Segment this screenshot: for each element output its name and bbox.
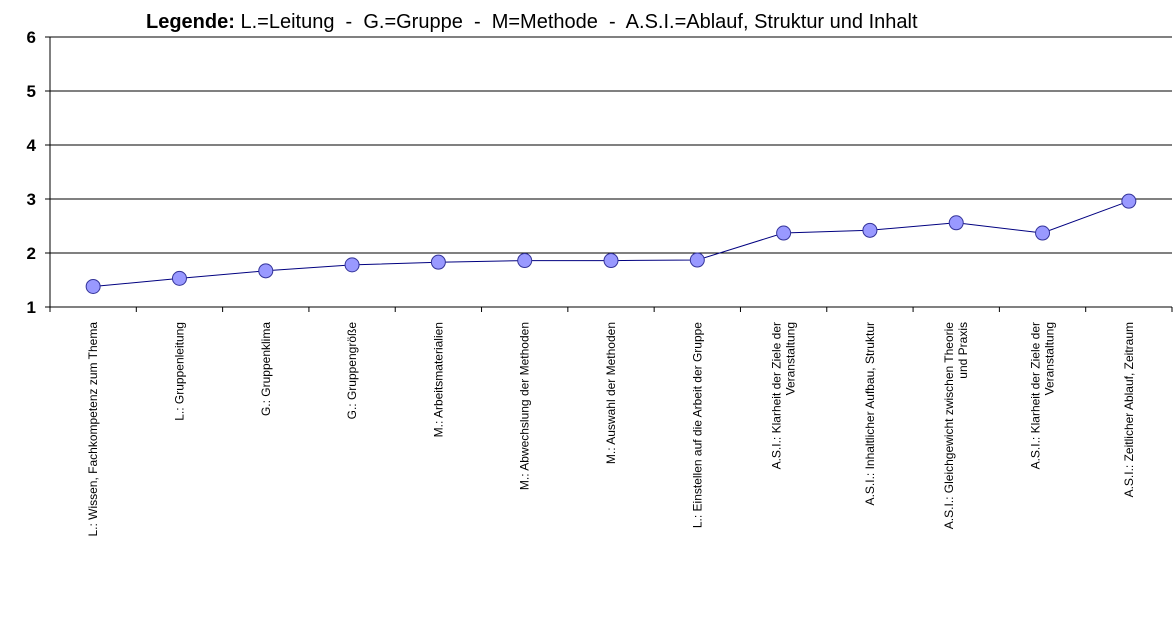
x-category-label: G.: Gruppengröße bbox=[345, 322, 359, 420]
data-point bbox=[862, 222, 878, 238]
data-point bbox=[430, 254, 446, 270]
data-point bbox=[171, 270, 187, 286]
data-point bbox=[689, 252, 705, 268]
x-category-label: L.: Gruppenleitung bbox=[172, 322, 186, 421]
x-category-label-line: Veranstaltung bbox=[1043, 322, 1057, 395]
x-category-label-line: G.: Gruppenklima bbox=[259, 322, 273, 416]
x-category-label-line: G.: Gruppengröße bbox=[345, 322, 359, 420]
x-category-label-line: L.: Gruppenleitung bbox=[172, 322, 186, 421]
gridlines bbox=[50, 36, 1172, 254]
data-point bbox=[1121, 193, 1137, 209]
x-category-label: A.S.I.: Klarheit der Ziele derVeranstalt… bbox=[770, 322, 798, 469]
x-category-label: A.S.I.: Inhaltlicher Aufbau, Struktur bbox=[863, 322, 877, 505]
x-category-label: L.: Wissen, Fachkompetenz zum Thema bbox=[86, 322, 100, 537]
axes bbox=[45, 37, 1172, 312]
x-category-label: A.S.I.: Gleichgewicht zwischen Theorieun… bbox=[942, 322, 970, 530]
y-tick-label: 4 bbox=[27, 136, 37, 155]
data-point bbox=[85, 278, 101, 294]
data-point bbox=[603, 253, 619, 269]
x-category-label-line: und Praxis bbox=[956, 322, 970, 379]
y-tick-label: 1 bbox=[27, 298, 36, 317]
x-category-label-line: M.: Arbeitsmaterialien bbox=[431, 322, 445, 437]
y-axis-ticks: 1 2 3 4 5 6 bbox=[27, 28, 50, 317]
x-category-label: M.: Arbeitsmaterialien bbox=[431, 322, 445, 437]
x-category-label-line: A.S.I.: Inhaltlicher Aufbau, Struktur bbox=[863, 322, 877, 505]
y-tick-label: 2 bbox=[27, 244, 36, 263]
y-tick-label: 5 bbox=[27, 82, 36, 101]
x-category-label-line: M.: Auswahl der Methoden bbox=[604, 322, 618, 464]
y-tick-label: 3 bbox=[27, 190, 36, 209]
data-point bbox=[258, 263, 274, 279]
x-category-label: M.: Abwechslung der Methoden bbox=[518, 322, 532, 490]
x-category-label: A.S.I.: Zeitlicher Ablauf, Zeitraum bbox=[1122, 322, 1136, 497]
x-category-label-line: A.S.I.: Klarheit der Ziele der bbox=[1029, 322, 1043, 469]
data-point bbox=[948, 215, 964, 231]
x-category-label-line: L.: Wissen, Fachkompetenz zum Thema bbox=[86, 322, 100, 537]
x-category-label: A.S.I.: Klarheit der Ziele derVeranstalt… bbox=[1029, 322, 1057, 469]
data-point bbox=[344, 257, 360, 273]
data-point bbox=[776, 225, 792, 241]
legend-description: L.=Leitung - G.=Gruppe - M=Methode - A.S… bbox=[235, 11, 918, 33]
data-point bbox=[1035, 225, 1051, 241]
data-series bbox=[85, 193, 1137, 294]
series-line bbox=[93, 200, 1129, 287]
x-category-label-line: A.S.I.: Zeitlicher Ablauf, Zeitraum bbox=[1122, 322, 1136, 497]
x-category-label-line: L.: Einstellen auf die Arbeit der Gruppe bbox=[690, 322, 704, 528]
x-axis-labels: L.: Wissen, Fachkompetenz zum Thema L.: G… bbox=[86, 322, 1136, 537]
y-tick-label: 6 bbox=[27, 28, 36, 47]
chart-legend: Legende: L.=Leitung - G.=Gruppe - M=Meth… bbox=[146, 11, 918, 33]
x-category-label-line: M.: Abwechslung der Methoden bbox=[518, 322, 532, 490]
data-point bbox=[517, 253, 533, 269]
legend-key: Legende: bbox=[146, 11, 235, 33]
x-axis-ticks bbox=[49, 307, 1173, 312]
x-category-label: G.: Gruppenklima bbox=[259, 322, 273, 416]
x-category-label-line: A.S.I.: Klarheit der Ziele der bbox=[770, 322, 784, 469]
x-category-label-line: Veranstaltung bbox=[784, 322, 798, 395]
x-category-label: M.: Auswahl der Methoden bbox=[604, 322, 618, 464]
x-category-label: L.: Einstellen auf die Arbeit der Gruppe bbox=[690, 322, 704, 528]
x-category-label-line: A.S.I.: Gleichgewicht zwischen Theorie bbox=[942, 322, 956, 530]
